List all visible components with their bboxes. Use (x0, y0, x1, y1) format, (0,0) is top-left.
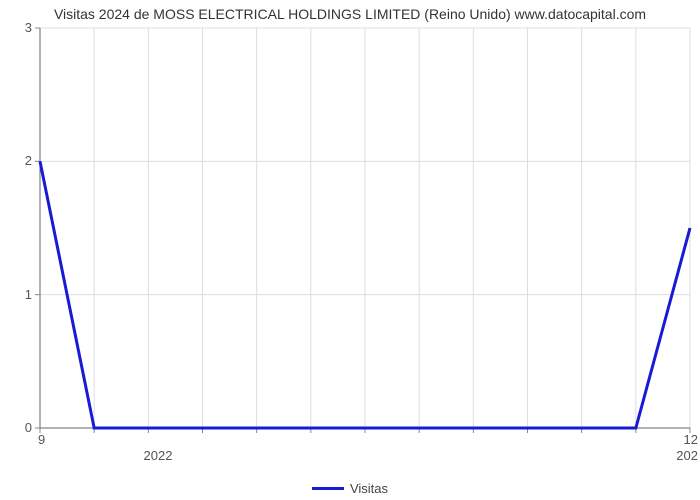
corner-right-bottom-label: 202 (676, 448, 698, 463)
chart-canvas (0, 0, 700, 460)
xtick-2022: 2022 (128, 448, 188, 463)
ytick-0: 0 (10, 420, 32, 435)
corner-right-top-label: 12 (684, 432, 698, 447)
ytick-3: 3 (10, 20, 32, 35)
chart-legend: Visitas (0, 477, 700, 496)
legend-item-visitas: Visitas (312, 481, 388, 496)
ytick-2: 2 (10, 153, 32, 168)
legend-swatch (312, 487, 344, 490)
corner-left-label: 9 (38, 432, 45, 447)
chart-title: Visitas 2024 de MOSS ELECTRICAL HOLDINGS… (0, 6, 700, 22)
ytick-1: 1 (10, 287, 32, 302)
legend-label: Visitas (350, 481, 388, 496)
visits-chart: Visitas 2024 de MOSS ELECTRICAL HOLDINGS… (0, 0, 700, 500)
